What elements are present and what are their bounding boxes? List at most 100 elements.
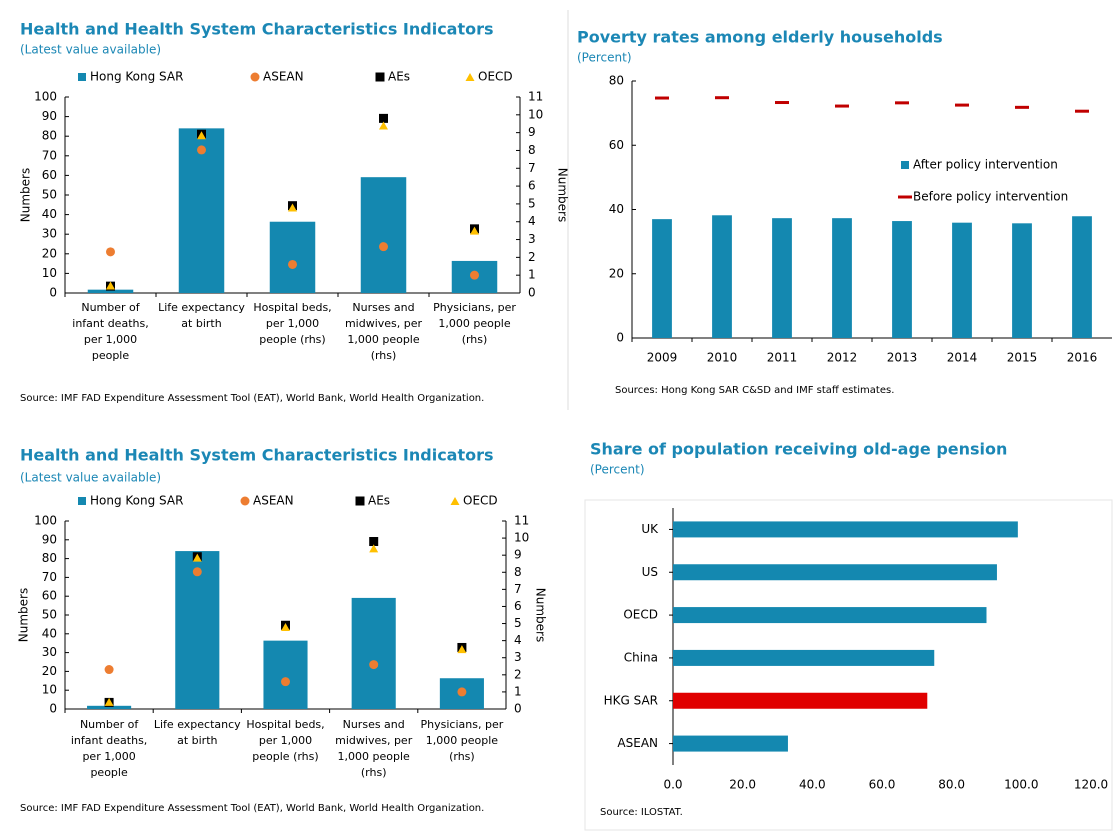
source-note: Source: IMF FAD Expenditure Assessment T… [20,393,484,404]
legend-label: Hong Kong SAR [90,494,183,508]
y-tick-label: 100 [34,90,57,104]
chart-subtitle: (Latest value available) [20,471,161,485]
x-tick-label-box: Physicians, per 1,000 people (rhs) [421,718,504,763]
chart-title: Poverty rates among elderly households [577,28,943,47]
legend-label: AEs [368,494,390,508]
legend-swatch [250,72,260,82]
y2-tick-label: 11 [514,514,529,528]
chart-subtitle: (Latest value available) [20,43,161,57]
bar [1012,223,1032,338]
legend-swatch [240,496,250,506]
legend-swatch [450,497,460,505]
y-tick-label: OECD [623,608,658,622]
marker [192,553,202,562]
bar [351,597,396,709]
marker [281,677,290,687]
legend-label: ASEAN [263,70,304,84]
x-tick-label: Physicians, per 1,000 people (rhs) [433,301,516,346]
y-tick-label: 40 [609,202,624,216]
y2-tick-label: 8 [514,565,522,579]
y-tick-label: 20 [609,266,624,280]
marker [197,145,206,155]
y-tick-label: China [624,650,658,664]
marker [288,259,297,269]
chart-subtitle: (Percent) [590,463,645,477]
bar [673,521,1018,538]
y-tick-label: 80 [42,551,57,565]
x-tick-label: 2014 [947,351,978,365]
marker [379,113,388,123]
legend-label: OECD [478,70,513,84]
y-tick-label: ASEAN [617,736,658,750]
y-tick-label: 0 [49,286,57,300]
y-tick-label: 10 [42,683,57,697]
y2-tick-label: 2 [514,667,522,681]
y2-tick-label: 0 [528,286,536,300]
marker [457,687,467,697]
legend-swatch [78,73,86,81]
legend-label: OECD [463,494,498,508]
y-tick-label: 90 [42,532,57,546]
y-tick-label: 50 [42,188,57,202]
marker [470,226,479,235]
bar [772,218,792,338]
bar [673,607,987,624]
bar [263,640,308,709]
y2-tick-label: 5 [528,196,536,210]
legend-swatch [901,161,909,169]
marker [197,131,206,140]
bar [87,705,132,709]
y2-tick-label: 10 [514,531,529,545]
bar [673,692,928,709]
y-tick-label: 60 [42,168,57,182]
y-tick-label: 80 [42,129,57,143]
frame [584,499,1113,831]
y-tick-label: 60 [609,138,624,152]
source-note: Source: ILOSTAT. [600,807,683,818]
x-tick-label: 80.0 [938,778,965,792]
y-tick-label: 30 [42,227,57,241]
y-tick-label: 40 [42,626,57,640]
bar [175,551,220,709]
x-tick-label: Nurses and midwives, per 1,000 people (r… [335,718,413,779]
x-tick-label: 60.0 [869,778,896,792]
y2-tick-label: 11 [528,90,543,104]
x-tick-label: Number of infant deaths, per 1,000 peopl… [72,301,149,362]
bar [178,128,225,293]
chart-subtitle: (Percent) [577,51,632,65]
marker [369,537,379,547]
y2-tick-label: 5 [514,616,522,630]
marker [379,242,388,252]
marker [955,103,969,107]
marker [104,697,114,706]
y-tick-label: US [642,565,658,579]
y-tick-label: 0 [616,331,624,345]
y-tick-label: 70 [42,148,57,162]
y2-tick-label: 1 [528,268,536,282]
marker [470,270,479,280]
y2-tick-label: 10 [528,107,543,121]
marker [288,203,297,212]
marker [281,622,290,631]
y2-tick-label: 0 [514,702,522,716]
y-tick-label: 20 [42,664,57,678]
x-tick-label-box: Hospital beds, per 1,000 people (rhs) [246,718,324,763]
bar [832,218,852,338]
legend-label: Before policy intervention [913,190,1068,204]
y2-tick-label: 4 [528,214,536,228]
x-tick-label: Number of infant deaths, per 1,000 peopl… [70,718,148,779]
legend-label: AEs [388,70,410,84]
y2-tick-label: 2 [528,250,536,264]
y-tick-label: 70 [42,570,57,584]
bar [952,222,972,338]
x-tick-label: Life expectancy at birth [158,301,245,330]
bar [360,177,407,293]
x-tick-label-box: Hospital beds, per 1,000 people (rhs) [253,301,331,346]
x-tick-label-box: Number of infant deaths, per 1,000 peopl… [72,301,149,362]
marker [379,121,388,130]
marker [106,281,115,290]
x-tick-label: 40.0 [799,778,826,792]
bar [269,221,316,293]
y-axis-label: Numbers [17,588,31,642]
x-tick-label: 2010 [707,351,738,365]
